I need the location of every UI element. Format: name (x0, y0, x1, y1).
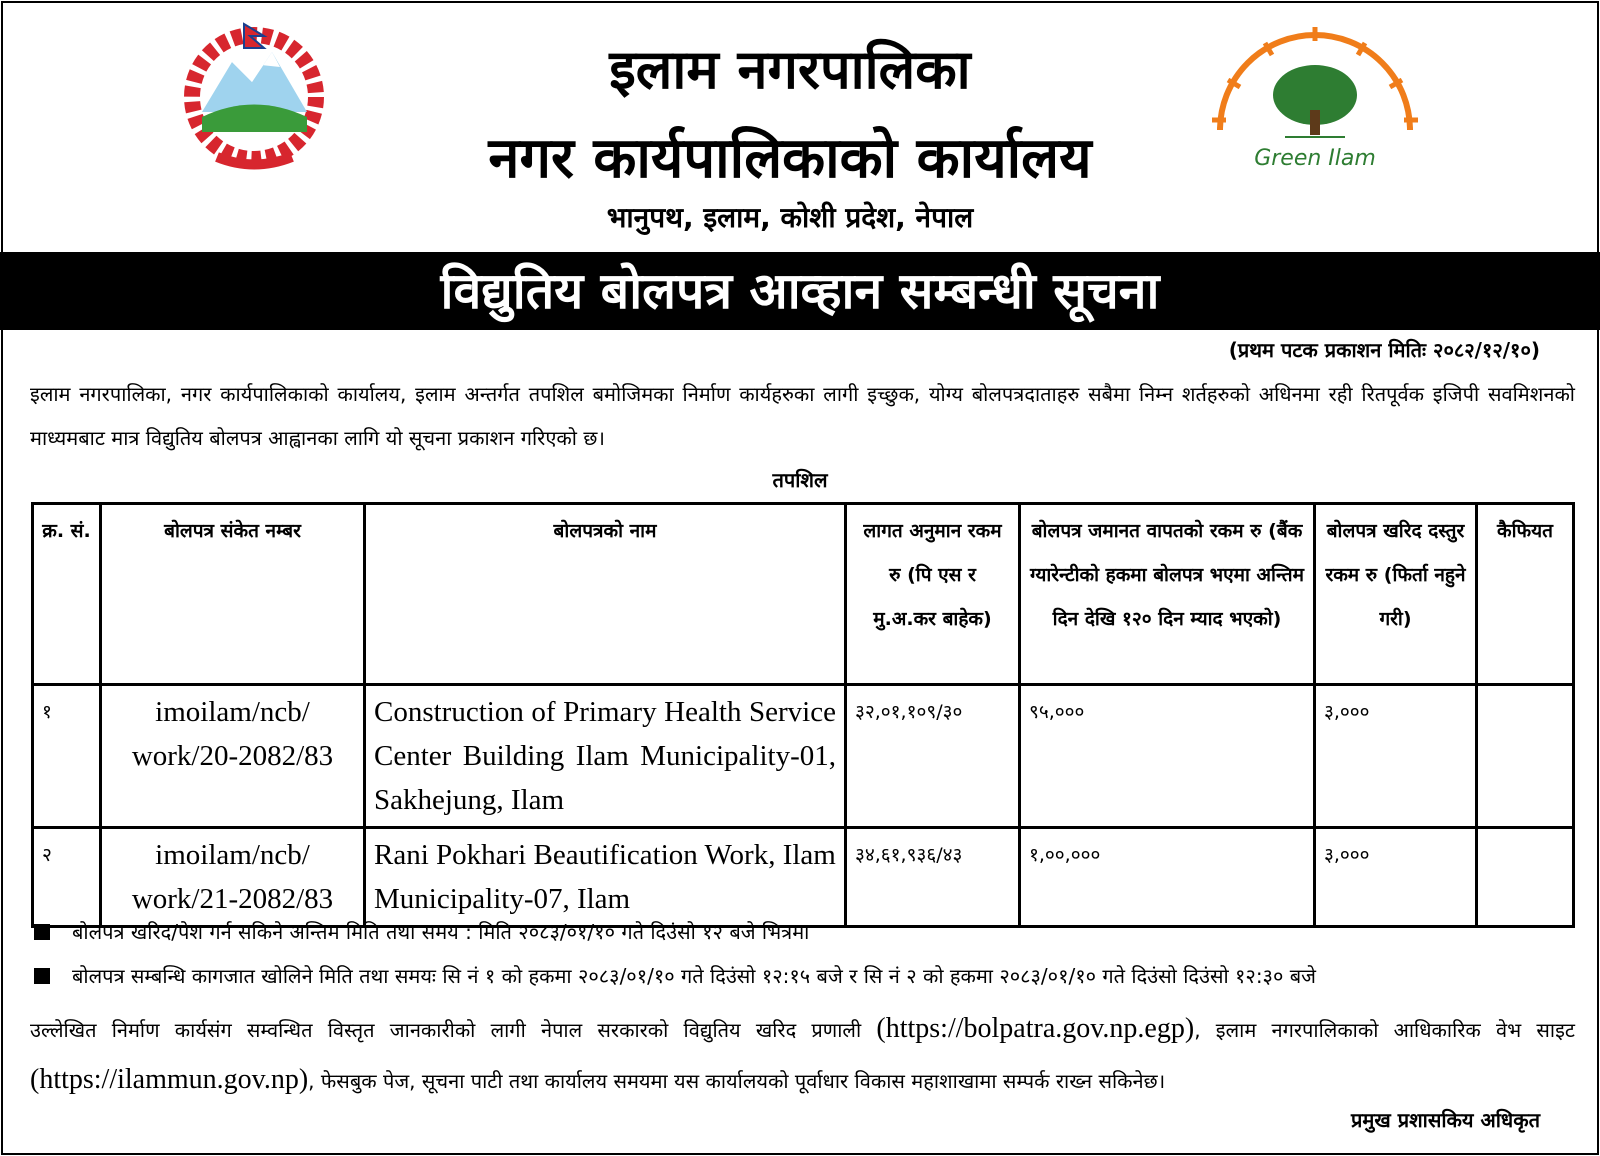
cell-remarks (1475, 826, 1575, 928)
cell-name: Construction of Primary Health Service C… (363, 683, 847, 829)
table-header-row: क्र. सं. बोलपत्र संकेत नम्बर बोलपत्रको न… (31, 502, 1575, 686)
cell-code: imoilam/ncb/ work/21-2082/83 (99, 826, 366, 928)
table-row: २ imoilam/ncb/ work/21-2082/83 Rani Pokh… (31, 826, 1575, 928)
egp-link[interactable]: (https://bolpatra.gov.np.egp) (876, 1013, 1195, 1044)
publication-date: (प्रथम पटक प्रकाशन मितिः २०८२/१२/१०) (1228, 338, 1540, 362)
col-header-security: बोलपत्र जमानत वापतको रकम रु (बैंक ग्यारे… (1018, 502, 1316, 686)
col-header-name: बोलपत्रको नाम (363, 502, 847, 686)
cell-estimate: ३२,०१,१०९/३० (844, 683, 1021, 829)
bullet-item: बोलपत्र खरिद/पेश गर्न सकिने अन्तिम मिति … (34, 918, 809, 945)
cell-security: ९५,००० (1018, 683, 1316, 829)
schedule-heading: तपशिल (772, 468, 828, 492)
green-ilam-logo-text: Green Ilam (1254, 146, 1376, 171)
green-ilam-logo: Green Ilam (1212, 27, 1418, 171)
col-header-fee: बोलपत्र खरिद दस्तुर रकम रु (फिर्ता नहुने… (1313, 502, 1478, 686)
office-address: भानुपथ, इलाम, कोशी प्रदेश, नेपाल (606, 201, 974, 234)
cell-remarks (1475, 683, 1575, 829)
bullet-item: बोलपत्र सम्बन्धि कागजात खोलिने मिति तथा … (34, 962, 1316, 989)
signatory: प्रमुख प्रशासकिय अधिकृत (1351, 1108, 1540, 1132)
municipality-title: इलाम नगरपालिका (609, 38, 971, 101)
cell-fee: ३,००० (1313, 683, 1478, 829)
table-row: १ imoilam/ncb/ work/20-2082/83 Construct… (31, 683, 1575, 829)
square-bullet-icon (34, 968, 50, 984)
bullet-text: बोलपत्र खरिद/पेश गर्न सकिने अन्तिम मिति … (72, 920, 810, 944)
contact-text: , फेसबुक पेज, सूचना पाटी तथा कार्यालय सम… (308, 1069, 1166, 1093)
cell-sn: १ (31, 683, 102, 829)
col-header-sn: क्र. सं. (31, 502, 102, 686)
office-title: नगर कार्यपालिकाको कार्यालय (488, 126, 1092, 191)
col-header-code: बोलपत्र संकेत नम्बर (99, 502, 366, 686)
col-header-remarks: कैफियत (1475, 502, 1575, 686)
cell-name: Rani Pokhari Beautification Work, Ilam M… (363, 826, 847, 928)
col-header-estimate: लागत अनुमान रकम रु (पि एस र मु.अ.कर बाहे… (844, 502, 1021, 686)
cell-estimate: ३४,६१,९३६/४३ (844, 826, 1021, 928)
cell-code: imoilam/ncb/ work/20-2082/83 (99, 683, 366, 829)
contact-text: , इलाम नगरपालिकाको आधिकारिक वेभ साइट (1194, 1018, 1575, 1042)
notice-title-banner: विद्युतिय बोलपत्र आव्हान सम्बन्धी सूचना (0, 252, 1600, 330)
cell-sn: २ (31, 826, 102, 928)
cell-security: १,००,००० (1018, 826, 1316, 928)
website-link[interactable]: (https://ilammun.gov.np) (30, 1064, 309, 1095)
contact-text: उल्लेखित निर्माण कार्यसंग सम्वन्धित विस्… (30, 1018, 877, 1042)
contact-paragraph: उल्लेखित निर्माण कार्यसंग सम्वन्धित विस्… (30, 1004, 1575, 1106)
intro-paragraph: इलाम नगरपालिका, नगर कार्यपालिकाको कार्या… (30, 382, 1575, 450)
bullet-text: बोलपत्र सम्बन्धि कागजात खोलिने मिति तथा … (72, 964, 1316, 988)
cell-fee: ३,००० (1313, 826, 1478, 928)
tender-table: क्र. सं. बोलपत्र संकेत नम्बर बोलपत्रको न… (31, 502, 1575, 928)
square-bullet-icon (34, 924, 50, 940)
nepal-government-emblem (184, 22, 324, 170)
